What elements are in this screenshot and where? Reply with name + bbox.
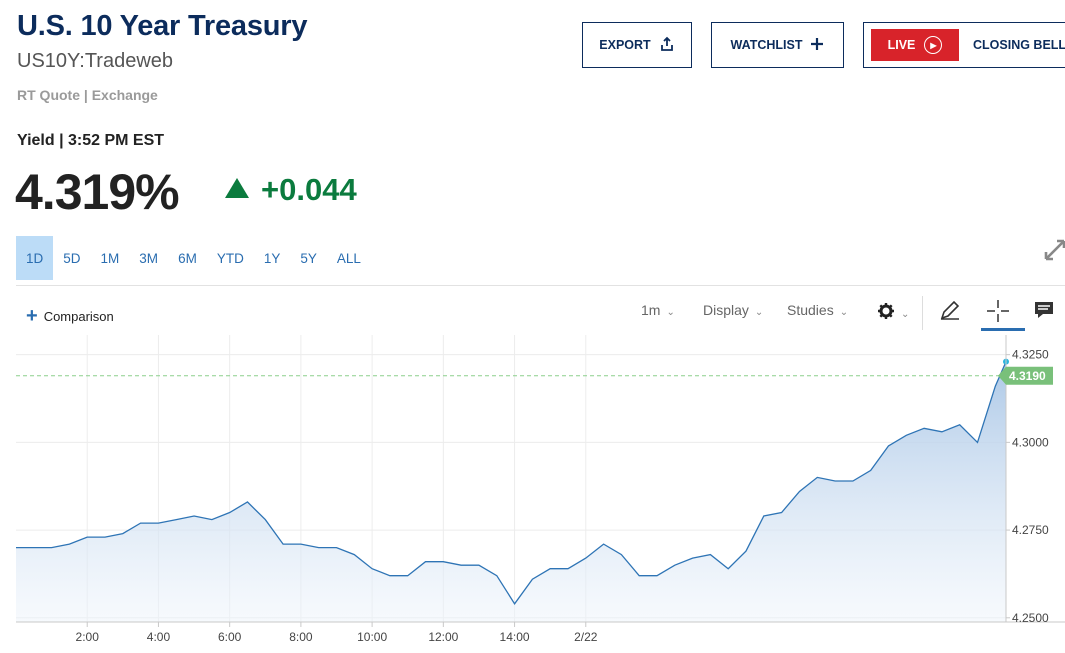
chevron-down-icon: ⌄ (839, 306, 849, 318)
tab-range-ytd[interactable]: YTD (216, 250, 244, 266)
tab-range-3m[interactable]: 3M (139, 250, 159, 266)
yield-area-fill (16, 361, 1006, 622)
x-tick-label: 2:00 (76, 630, 100, 644)
current-value-tag: 4.3190 (998, 366, 1053, 385)
last-price: 4.319% (15, 164, 180, 220)
yield-line (16, 361, 1007, 605)
ticker-symbol: US10Y:Tradeweb (17, 50, 174, 72)
active-tool-indicator (981, 328, 1025, 331)
display-dropdown[interactable]: Display ⌄ (703, 302, 763, 318)
y-tick-label: 4.2750 (1012, 523, 1049, 537)
live-closing-bell-button[interactable]: LIVE ▶ CLOSING BELL (863, 22, 1065, 68)
comment-icon[interactable] (1032, 298, 1058, 324)
live-badge: LIVE ▶ (871, 29, 959, 61)
change-value: +0.044 (261, 172, 357, 207)
watchlist-label: WATCHLIST (730, 38, 803, 52)
studies-label: Studies (787, 302, 834, 318)
add-icon: + (26, 305, 38, 327)
x-tick-label: 8:00 (289, 630, 313, 644)
chevron-down-icon: ⌄ (666, 306, 675, 318)
gear-icon (877, 302, 895, 323)
y-axis: 4.3250 4.3000 4.2750 4.2500 (1006, 348, 1049, 625)
x-tick-label: 2/22 (574, 630, 598, 644)
y-tick-label: 4.3250 (1012, 348, 1049, 362)
comparison-label: Comparison (43, 308, 114, 324)
x-tick-label: 10:00 (357, 630, 387, 644)
studies-dropdown[interactable]: Studies ⌄ (787, 302, 848, 318)
x-tick-label: 12:00 (428, 630, 458, 644)
pencil-icon[interactable] (938, 298, 964, 324)
interval-label: 1m (641, 302, 661, 318)
interval-dropdown[interactable]: 1m ⌄ (641, 302, 675, 318)
display-label: Display (703, 302, 749, 318)
tab-range-1d[interactable]: 1D (16, 236, 54, 280)
quote-type: RT Quote | Exchange (17, 87, 158, 103)
current-value-tag-shape (998, 366, 1053, 385)
x-tick-label: 6:00 (218, 630, 242, 644)
tab-range-1y[interactable]: 1Y (263, 250, 281, 266)
toolbar-separator (922, 296, 923, 330)
tab-range-6m[interactable]: 6M (178, 250, 197, 266)
chevron-down-icon: ⌄ (901, 309, 910, 320)
plus-icon (810, 36, 824, 54)
y-tick-label: 4.2500 (1012, 611, 1049, 625)
comparison-button[interactable]: + Comparison (26, 306, 114, 326)
tab-range-all[interactable]: ALL (336, 250, 361, 266)
up-arrow-icon (225, 178, 249, 198)
live-label: LIVE (887, 38, 916, 52)
time-range-tabs: 1D 5D 1M 3M 6M YTD 1Y 5Y ALL (16, 236, 371, 280)
x-tick-label: 4:00 (147, 630, 171, 644)
price-change: +0.044 (225, 172, 357, 208)
settings-dropdown[interactable]: ⌄ (877, 302, 909, 323)
export-label: EXPORT (599, 38, 651, 52)
tab-range-5d[interactable]: 5D (63, 250, 81, 266)
y-tick-label: 4.3000 (1012, 435, 1049, 449)
play-icon: ▶ (924, 36, 943, 54)
expand-icon[interactable] (1042, 237, 1065, 263)
current-value-label: 4.3190 (1009, 369, 1046, 383)
live-show-label: CLOSING BELL (973, 38, 1065, 52)
crosshair-icon[interactable] (985, 298, 1011, 324)
page-title: U.S. 10 Year Treasury (17, 10, 308, 42)
watchlist-button[interactable]: WATCHLIST (711, 22, 844, 68)
tab-range-1m[interactable]: 1M (100, 250, 120, 266)
toolbar-divider (16, 285, 1065, 286)
x-axis: 2:00 4:00 6:00 8:00 10:00 12:00 14:00 2/22 (76, 622, 598, 644)
yield-timestamp: Yield | 3:52 PM EST (17, 132, 165, 149)
share-icon (659, 36, 675, 55)
export-button[interactable]: EXPORT (582, 22, 692, 68)
yield-chart[interactable]: 4.3250 4.3000 4.2750 4.2500 2:00 4:00 6:00 8:0… (0, 330, 1065, 653)
tab-range-5y[interactable]: 5Y (300, 250, 317, 266)
chevron-down-icon: ⌄ (754, 306, 764, 318)
x-tick-label: 14:00 (500, 630, 530, 644)
